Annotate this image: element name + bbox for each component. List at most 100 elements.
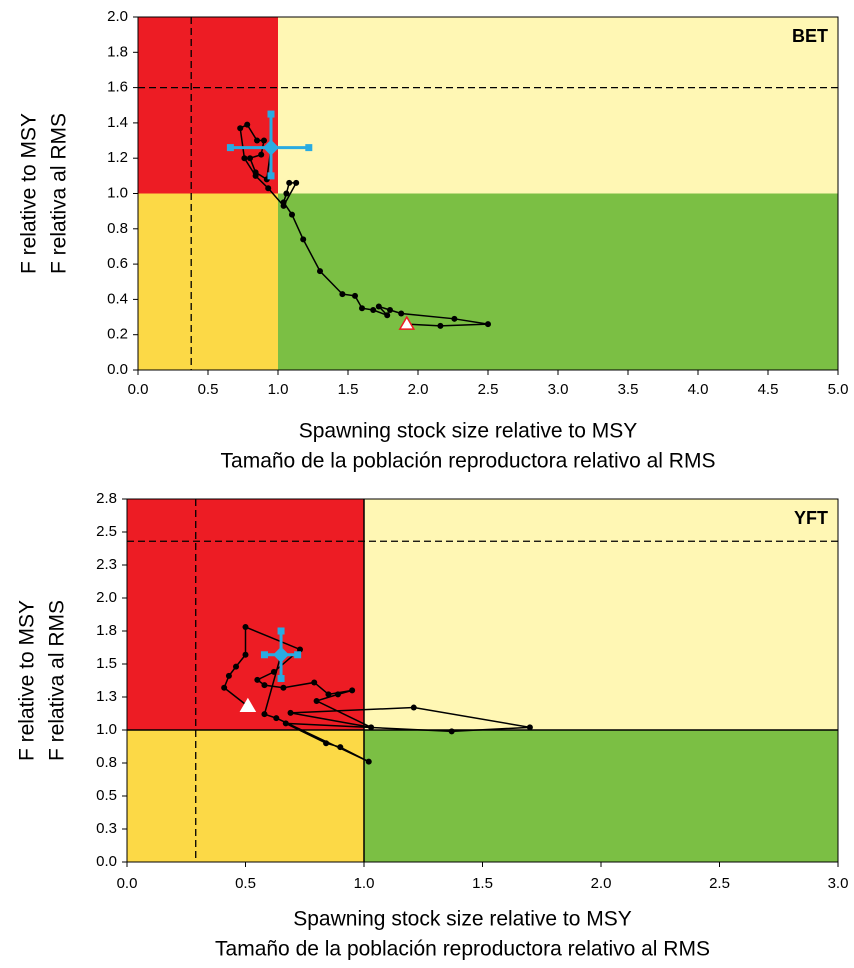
error-cap [260, 651, 268, 659]
stock-tag: YFT [794, 508, 828, 528]
start-point [239, 697, 257, 712]
year-point [398, 310, 405, 317]
year-point [258, 151, 265, 158]
x-tick-label: 0.0 [128, 381, 149, 398]
y-tick-label: 2.0 [96, 589, 117, 606]
y-tick-label: 0.0 [107, 361, 128, 378]
year-point [311, 679, 318, 686]
zone-light-yellow [278, 17, 838, 194]
x-axis-label: Spawning stock size relative to MSY [299, 420, 637, 443]
year-point [365, 758, 372, 765]
year-point [359, 305, 365, 312]
year-point [261, 137, 267, 144]
year-point [375, 303, 382, 310]
x-tick-label: 1.0 [268, 381, 289, 398]
x-tick-label: 1.0 [354, 875, 375, 892]
x-tick-label: 3.0 [828, 875, 849, 892]
year-point [323, 740, 330, 747]
y-tick-label: 1.6 [107, 79, 128, 96]
year-point [237, 125, 244, 132]
year-point [325, 691, 332, 698]
year-point [352, 292, 358, 299]
year-point [261, 711, 268, 718]
y-tick-label: 1.8 [96, 622, 117, 639]
x-tick-label: 1.5 [472, 875, 493, 892]
zone-yellow [127, 730, 364, 862]
current-point [273, 646, 290, 663]
x-axis-label: Tamaño de la población reproductora rela… [221, 450, 716, 473]
year-point [283, 190, 290, 197]
zone-light-yellow [364, 499, 838, 730]
x-tick-label: 4.5 [758, 381, 779, 398]
year-point [241, 155, 248, 162]
year-point [280, 202, 287, 209]
y-tick-label: 2.0 [107, 8, 128, 25]
year-point [225, 672, 232, 679]
zone-yellow [138, 193, 278, 370]
y-tick-label: 0.5 [96, 787, 117, 804]
year-point [289, 211, 295, 218]
year-point [370, 306, 377, 313]
year-point [233, 663, 240, 670]
x-tick-label: 3.5 [618, 381, 639, 398]
zone-red [138, 17, 278, 194]
year-point [252, 169, 259, 176]
year-point [368, 724, 375, 731]
year-point [273, 715, 280, 722]
x-tick-label: 2.5 [478, 381, 499, 398]
year-point [261, 682, 268, 689]
error-cap [226, 144, 234, 152]
x-tick-label: 5.0 [828, 381, 849, 398]
year-point [244, 121, 251, 128]
year-point [410, 704, 417, 711]
y-tick-label: 1.0 [96, 721, 117, 738]
y-tick-label: 1.3 [96, 688, 117, 705]
error-cap [305, 144, 313, 152]
error-cap [267, 172, 275, 180]
year-point [526, 724, 533, 731]
zone-green [278, 193, 838, 370]
year-point [349, 687, 356, 694]
y-axis-label: F relative to MSY [18, 113, 41, 274]
year-point [313, 697, 320, 704]
year-point [280, 684, 287, 691]
year-point [265, 185, 272, 192]
trajectory [223, 625, 531, 763]
year-point [384, 312, 391, 319]
y-tick-label: 1.2 [107, 149, 128, 166]
y-tick-label: 0.6 [107, 255, 128, 272]
year-point [300, 236, 307, 243]
year-point [221, 684, 228, 691]
zone-green [364, 730, 838, 862]
error-cap [267, 110, 275, 118]
kobe-plot: 0.0 0.5 1.0 1.5 2.0 2.5 3.0 3.5 4.0 4.5 5.0 0.0 0.2 0… [18, 8, 849, 473]
x-tick-label: 0.0 [117, 875, 138, 892]
y-tick-label: 2.5 [96, 523, 117, 540]
y-axis-label: F relativa al RMS [48, 113, 71, 274]
y-tick-label: 0.4 [107, 290, 128, 307]
year-point [270, 668, 277, 675]
x-tick-label: 2.5 [709, 875, 730, 892]
error-cap [277, 627, 285, 635]
x-axis-label: Spawning stock size relative to MSY [293, 908, 631, 931]
year-point [297, 646, 304, 653]
year-point [334, 691, 341, 698]
year-point [339, 291, 346, 298]
year-point [254, 137, 260, 144]
year-point [437, 322, 444, 329]
start-point [398, 315, 416, 330]
year-point [282, 720, 289, 727]
y-tick-label: 1.4 [107, 114, 128, 131]
y-axis-label: F relativa al RMS [46, 600, 69, 761]
year-point [317, 268, 323, 275]
x-tick-label: 2.0 [408, 381, 429, 398]
y-tick-label: 2.8 [96, 490, 117, 507]
x-tick-label: 2.0 [591, 875, 612, 892]
x-tick-label: 1.5 [338, 381, 359, 398]
year-point [387, 306, 393, 313]
year-point [448, 728, 455, 735]
year-point [247, 155, 253, 162]
error-cap [294, 651, 302, 659]
stock-tag: BET [792, 26, 828, 46]
